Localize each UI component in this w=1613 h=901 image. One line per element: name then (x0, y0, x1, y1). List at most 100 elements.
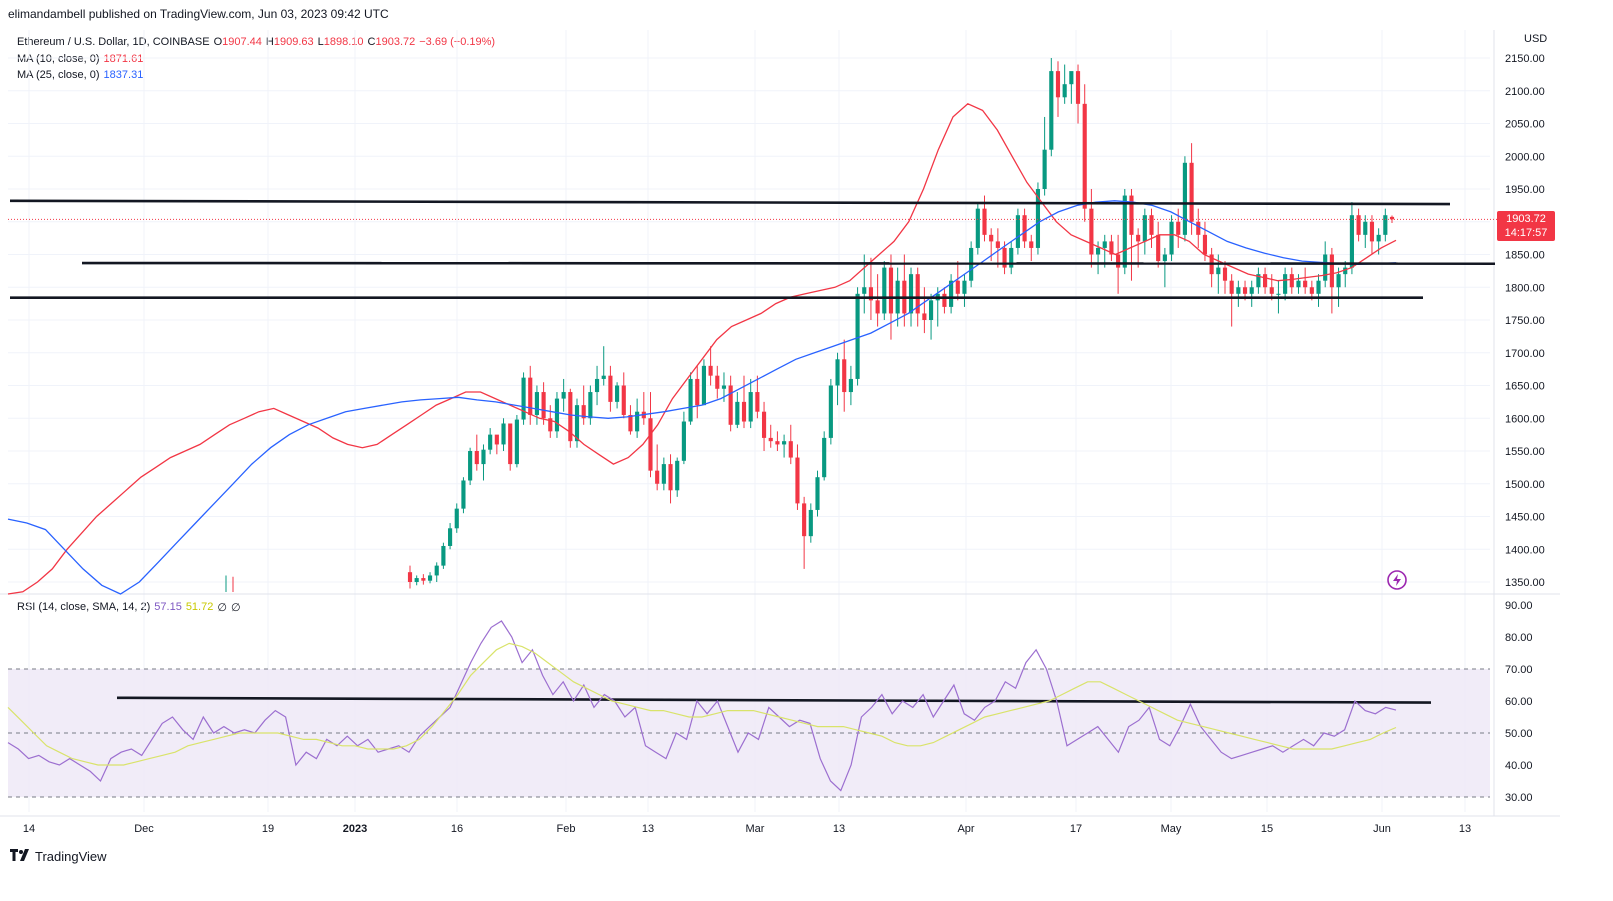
candle (574, 398, 580, 448)
candle (1376, 228, 1381, 255)
rsi-legend[interactable]: RSI (14, close, SMA, 14, 2) 57.15 51.72 … (17, 601, 241, 614)
lightning-icon[interactable] (1387, 570, 1407, 590)
time-tick-label: 19 (262, 823, 274, 835)
candle (548, 405, 553, 438)
ohlc-open: O1907.44 (213, 36, 262, 48)
price-axis[interactable]: 1350.00 1400.00 1450.00 1500.00 1550.00 1600.… (1505, 53, 1545, 589)
price-tick-label: 2150.00 (1505, 53, 1545, 65)
candle (1256, 267, 1261, 294)
candle (1082, 84, 1087, 222)
candle (528, 365, 533, 425)
candle (655, 444, 660, 491)
grid (0, 30, 1560, 817)
candle (1369, 215, 1375, 255)
ma10-row[interactable]: MA (10, close, 0) 1871.61 (17, 51, 495, 68)
rsi-axis[interactable]: 30.00 40.00 50.00 60.00 70.00 80.00 90.00 (1505, 600, 1533, 804)
candle (1062, 64, 1067, 104)
ohlc-close: C1903.72 (367, 36, 416, 48)
currency-label[interactable]: USD (1524, 33, 1548, 45)
candle (481, 444, 486, 481)
tradingview-brand[interactable]: TradingView (10, 849, 107, 864)
candle (1222, 261, 1228, 294)
candle (882, 261, 887, 320)
rsi-tick-label: 80.00 (1505, 632, 1533, 644)
ohlc-low: L1898.10 (317, 36, 364, 48)
candle (888, 254, 894, 340)
candle (521, 372, 526, 425)
time-tick-label: 14 (23, 823, 35, 835)
candle (1389, 215, 1395, 223)
time-tick-label: 13 (833, 823, 845, 835)
rsi-tick-label: 90.00 (1505, 600, 1533, 612)
candle (621, 372, 626, 419)
candle (434, 562, 439, 582)
candle (661, 457, 666, 491)
candle (1156, 221, 1161, 268)
candle (835, 352, 840, 406)
candle (488, 428, 493, 455)
candle (1349, 202, 1354, 275)
price-tick-label: 1800.00 (1505, 282, 1545, 294)
candle (494, 434, 499, 455)
ma25-row[interactable]: MA (25, close, 0) 1837.31 (17, 67, 495, 84)
rsi-tick-label: 50.00 (1505, 728, 1533, 740)
candle (441, 542, 446, 569)
candle (1336, 267, 1341, 307)
price-tick-label: 1450.00 (1505, 512, 1545, 524)
time-axis[interactable]: 14 Dec 19 2023 16 Feb 13 Mar 13 Apr 17 May 15 Jun 13 (23, 823, 1471, 835)
candle (1136, 228, 1141, 268)
candle (695, 365, 700, 419)
rsi-extra2: ∅ (230, 602, 241, 614)
price-tick-label: 2050.00 (1505, 119, 1545, 131)
candle (1189, 143, 1194, 235)
candle (728, 375, 733, 432)
symbol-name[interactable]: Ethereum / U.S. Dollar, 1D, COINBASE (17, 36, 210, 48)
rsi-trendline[interactable] (116, 696, 1432, 704)
candle (541, 382, 546, 425)
candle (1142, 208, 1147, 255)
trendline[interactable] (9, 199, 1451, 206)
candle (641, 392, 646, 425)
candle (902, 254, 907, 327)
trendline[interactable] (81, 261, 1496, 265)
price-tick-label: 2100.00 (1505, 86, 1545, 98)
candle (928, 293, 934, 340)
time-tick-label: 13 (1459, 823, 1471, 835)
candle (795, 444, 800, 510)
ohlc-high: H1909.63 (265, 36, 314, 48)
candle (1249, 280, 1254, 307)
symbol-row: Ethereum / U.S. Dollar, 1D, COINBASE O19… (17, 34, 495, 51)
candle (808, 503, 813, 543)
time-tick-label: 13 (642, 823, 654, 835)
candle (969, 241, 974, 288)
candle-countdown: 14:17:57 (1504, 227, 1548, 239)
candle (701, 359, 707, 406)
candle (1242, 280, 1248, 301)
candle (949, 274, 954, 314)
ma25-line (7, 200, 1397, 595)
candle (1116, 234, 1121, 294)
rsi-value: 57.15 (154, 601, 182, 613)
price-tick-label: 1850.00 (1505, 250, 1545, 262)
candle (715, 365, 720, 399)
candle (1049, 58, 1054, 157)
candle (721, 372, 727, 402)
price-tick-label: 2000.00 (1505, 151, 1545, 163)
tradingview-name: TradingView (35, 849, 107, 864)
candle (628, 405, 633, 435)
candle (875, 274, 880, 327)
candle (1035, 182, 1041, 255)
candle (427, 572, 433, 584)
candle (1002, 241, 1007, 275)
time-tick-label: Mar (746, 823, 765, 835)
candle (1149, 208, 1154, 248)
candle (828, 378, 833, 445)
candle (1356, 208, 1361, 242)
candle (1283, 267, 1288, 301)
rsi-line (7, 620, 1397, 792)
candle (561, 378, 566, 412)
candle (1263, 267, 1268, 294)
candle (862, 254, 867, 314)
rsi-sma-value: 51.72 (185, 601, 214, 613)
candle (1122, 189, 1127, 275)
